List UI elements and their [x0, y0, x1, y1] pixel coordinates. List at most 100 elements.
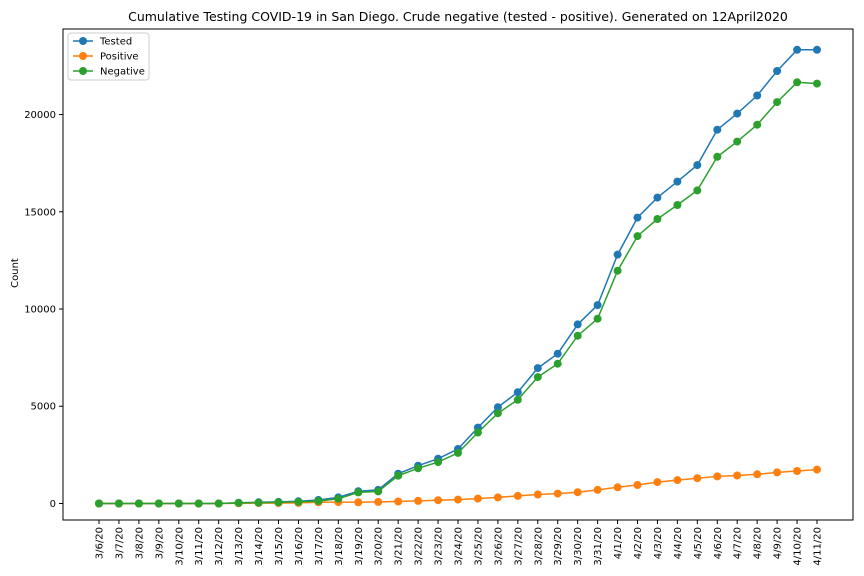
data-point-negative	[773, 98, 782, 107]
x-tick-label: 3/27/20	[513, 527, 524, 566]
y-tick-label: 15000	[24, 207, 56, 218]
data-point-negative	[613, 266, 622, 275]
data-point-negative	[394, 471, 403, 480]
data-point-tested	[573, 320, 582, 329]
x-tick-label: 3/21/20	[394, 527, 405, 566]
x-tick-label: 4/6/20	[713, 527, 724, 559]
legend-box	[67, 32, 150, 81]
data-point-positive	[813, 465, 821, 474]
data-point-negative	[473, 428, 482, 437]
data-point-negative	[434, 458, 443, 467]
data-point-positive	[354, 498, 363, 507]
x-tick-label: 3/17/20	[314, 527, 325, 566]
x-tick-label: 3/8/20	[134, 527, 145, 559]
data-point-positive	[533, 490, 542, 499]
x-tick-label: 4/5/20	[693, 527, 704, 559]
x-tick-label: 3/25/20	[473, 527, 484, 566]
data-point-negative	[593, 314, 602, 323]
x-tick-label: 3/7/20	[114, 527, 125, 559]
series-layer	[95, 45, 821, 508]
y-axis-label: Count	[10, 258, 21, 288]
series-line-tested	[99, 49, 817, 505]
data-point-negative	[493, 409, 502, 418]
data-point-positive	[394, 497, 403, 506]
data-point-negative	[693, 186, 702, 195]
x-tick-label: 3/10/20	[174, 527, 185, 566]
data-point-positive	[633, 481, 642, 489]
legend-item-negative: Negative	[73, 67, 145, 78]
x-tick-label: 3/22/20	[414, 527, 425, 566]
x-tick-label: 3/24/20	[454, 527, 465, 566]
data-point-tested	[593, 301, 602, 310]
data-point-positive	[713, 472, 722, 481]
data-point-positive	[773, 468, 782, 477]
data-point-positive	[693, 474, 702, 483]
data-point-tested	[693, 161, 702, 170]
x-tick-label: 3/12/20	[214, 527, 225, 566]
x-tick-label: 4/4/20	[673, 527, 684, 559]
x-tick-label: 3/13/20	[234, 527, 245, 566]
data-point-positive	[454, 495, 462, 504]
x-tick-label: 3/9/20	[154, 527, 165, 559]
data-point-negative	[234, 498, 243, 507]
data-point-positive	[473, 494, 482, 503]
y-tick-label: 0	[50, 499, 56, 510]
data-point-tested	[813, 45, 821, 54]
data-point-tested	[493, 403, 502, 412]
data-point-negative	[633, 232, 642, 241]
data-point-positive	[493, 493, 502, 502]
legend-label-tested: Tested	[99, 37, 132, 48]
data-point-positive	[553, 489, 562, 498]
x-tick-label: 3/11/20	[194, 527, 205, 566]
data-point-negative	[713, 152, 722, 161]
data-point-positive	[513, 491, 522, 500]
data-point-tested	[793, 45, 802, 54]
data-point-positive	[673, 476, 682, 485]
x-tick-label: 3/18/20	[334, 527, 345, 566]
x-tick-label: 3/14/20	[254, 527, 265, 566]
series-tested	[95, 45, 821, 508]
data-point-tested	[633, 213, 642, 222]
x-tick-label: 4/9/20	[773, 527, 784, 559]
x-tick-label: 4/11/20	[813, 527, 824, 566]
x-tick-label: 3/28/20	[533, 527, 544, 566]
x-tick-label: 4/1/20	[613, 527, 624, 559]
legend-item-tested: Tested	[73, 37, 132, 48]
data-point-tested	[613, 250, 622, 259]
data-point-tested	[733, 109, 742, 118]
data-point-negative	[533, 373, 542, 382]
legend-item-positive: Positive	[73, 52, 139, 63]
data-point-negative	[314, 497, 323, 506]
data-point-negative	[753, 120, 762, 129]
data-point-positive	[374, 497, 383, 506]
data-point-negative	[114, 499, 123, 508]
data-point-tested	[753, 91, 762, 100]
data-point-positive	[753, 470, 762, 479]
x-tick-label: 3/26/20	[493, 527, 504, 566]
data-point-negative	[214, 499, 223, 508]
x-axis-ticks: 3/6/20 3/7/20 3/8/20 3/9/20 3/10/20 3/11/20 3/…	[95, 520, 824, 566]
data-point-tested	[773, 67, 782, 75]
series-negative	[95, 78, 821, 508]
data-point-tested	[513, 388, 522, 397]
legend-marker-negative	[79, 67, 87, 75]
x-tick-label: 3/29/20	[553, 527, 564, 566]
data-point-negative	[194, 499, 203, 508]
y-tick-label: 10000	[24, 305, 56, 316]
series-positive	[95, 465, 821, 508]
data-point-negative	[254, 498, 263, 507]
series-line-negative	[99, 81, 818, 505]
data-point-negative	[793, 78, 802, 87]
data-point-negative	[154, 499, 163, 508]
x-tick-label: 3/15/20	[274, 527, 285, 566]
data-point-negative	[95, 499, 103, 508]
data-point-negative	[573, 331, 582, 340]
data-point-negative	[553, 359, 562, 368]
data-point-negative	[813, 79, 821, 88]
y-tick-label: 5000	[31, 402, 56, 413]
x-tick-label: 4/10/20	[793, 527, 804, 566]
data-point-negative	[414, 464, 423, 473]
legend-label-negative: Negative	[100, 67, 145, 78]
data-point-negative	[454, 448, 462, 457]
